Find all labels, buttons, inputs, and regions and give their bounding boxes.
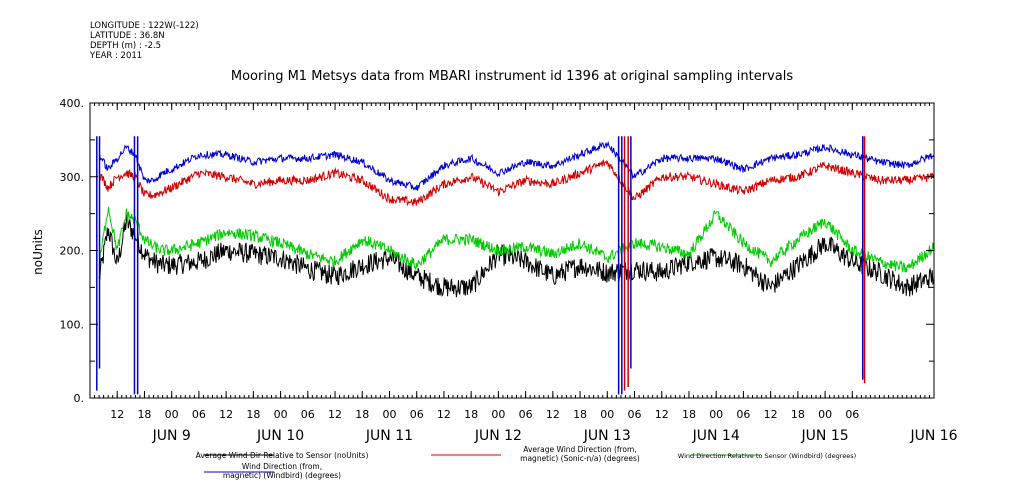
longitude-text: LONGITUDE : 122W(-122) <box>90 21 199 31</box>
legend-label: Wind Direction (from, <box>242 462 322 471</box>
x-hour-label: 18 <box>791 408 805 421</box>
y-tick-label: 0. <box>74 392 85 405</box>
x-hour-label: 18 <box>137 408 151 421</box>
plot-area <box>96 136 934 395</box>
x-day-label: JUN 16 <box>909 428 957 444</box>
series-line <box>98 159 934 208</box>
x-hour-label: 06 <box>736 408 750 421</box>
legend-label: magnetic) (Sonic-n/a) (degrees) <box>520 454 640 463</box>
x-hour-label: 00 <box>818 408 832 421</box>
x-hour-label: 06 <box>845 408 859 421</box>
x-hour-label: 00 <box>491 408 505 421</box>
x-day-label: JUN 15 <box>801 428 849 444</box>
x-hour-label: 06 <box>628 408 642 421</box>
x-day-label: JUN 10 <box>256 428 304 444</box>
x-hour-label: 12 <box>219 408 233 421</box>
x-hour-label: 06 <box>192 408 206 421</box>
x-hour-label: 18 <box>355 408 369 421</box>
x-day-label: JUN 13 <box>583 428 631 444</box>
x-hour-label: 00 <box>709 408 723 421</box>
series-line <box>98 206 934 273</box>
chart-title: Mooring M1 Metsys data from MBARI instru… <box>231 69 793 84</box>
y-tick-label: 400. <box>60 97 85 110</box>
x-day-label: JUN 14 <box>692 428 740 444</box>
x-day-label: JUN 12 <box>474 428 522 444</box>
x-hour-label: 18 <box>573 408 587 421</box>
y-axis-label: noUnits <box>31 229 45 275</box>
x-hour-label: 00 <box>382 408 396 421</box>
x-hour-label: 00 <box>165 408 179 421</box>
legend: Average Wind Dir Relative to Sensor (noU… <box>196 445 857 480</box>
x-hour-label: 00 <box>600 408 614 421</box>
x-hour-label: 18 <box>682 408 696 421</box>
latitude-text: LATITUDE : 36.8N <box>90 31 165 41</box>
series-line <box>98 140 934 191</box>
series-group <box>96 136 934 395</box>
x-hour-label: 06 <box>519 408 533 421</box>
y-tick-label: 100. <box>60 318 85 331</box>
x-hour-label: 00 <box>274 408 288 421</box>
x-hour-label: 06 <box>410 408 424 421</box>
x-hour-label: 18 <box>464 408 478 421</box>
x-day-label: JUN 11 <box>365 428 413 444</box>
legend-label: Average Wind Dir Relative to Sensor (noU… <box>196 451 369 460</box>
legend-label: Wind Direction Relative to Sensor (Windb… <box>678 452 856 460</box>
depth-text: DEPTH (m) : -2.5 <box>90 41 162 51</box>
series-line <box>98 214 934 298</box>
x-hour-label: 12 <box>764 408 778 421</box>
x-hour-label: 06 <box>301 408 315 421</box>
year-text: YEAR : 2011 <box>90 51 143 61</box>
x-hour-label: 12 <box>328 408 342 421</box>
x-hour-label: 12 <box>437 408 451 421</box>
x-day-label: JUN 9 <box>152 428 191 444</box>
y-tick-label: 200. <box>60 245 85 258</box>
x-hour-label: 18 <box>246 408 260 421</box>
axes: 0. 100. 200. 300. 400. 12 18 00 06 12 18 00 06 12 18 00… <box>60 97 958 444</box>
y-tick-label: 300. <box>60 171 85 184</box>
legend-label: magnetic) (Windbird) (degrees) <box>223 471 341 480</box>
x-hour-label: 12 <box>546 408 560 421</box>
legend-label: Average Wind Direction (from, <box>523 445 636 454</box>
header-metadata: LONGITUDE : 122W(-122) LATITUDE : 36.8N … <box>90 21 199 61</box>
x-hour-label: 12 <box>655 408 669 421</box>
x-hour-label: 12 <box>110 408 124 421</box>
